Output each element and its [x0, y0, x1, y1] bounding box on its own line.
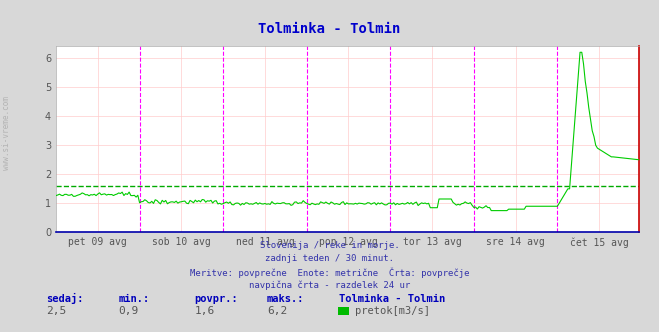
Text: zadnji teden / 30 minut.: zadnji teden / 30 minut. — [265, 254, 394, 263]
Text: 6,2: 6,2 — [267, 306, 287, 316]
Text: Tolminka - Tolmin: Tolminka - Tolmin — [339, 294, 445, 304]
Text: sedaj:: sedaj: — [46, 293, 84, 304]
Text: maks.:: maks.: — [267, 294, 304, 304]
Text: Meritve: povprečne  Enote: metrične  Črta: povprečje: Meritve: povprečne Enote: metrične Črta:… — [190, 267, 469, 278]
Text: www.si-vreme.com: www.si-vreme.com — [2, 96, 11, 170]
Text: min.:: min.: — [119, 294, 150, 304]
Text: 0,9: 0,9 — [119, 306, 139, 316]
Text: 2,5: 2,5 — [46, 306, 67, 316]
Text: pretok[m3/s]: pretok[m3/s] — [355, 306, 430, 316]
Text: Tolminka - Tolmin: Tolminka - Tolmin — [258, 22, 401, 36]
Text: 1,6: 1,6 — [194, 306, 215, 316]
Text: navpična črta - razdelek 24 ur: navpična črta - razdelek 24 ur — [249, 281, 410, 290]
Text: Slovenija / reke in morje.: Slovenija / reke in morje. — [260, 241, 399, 250]
Text: povpr.:: povpr.: — [194, 294, 238, 304]
